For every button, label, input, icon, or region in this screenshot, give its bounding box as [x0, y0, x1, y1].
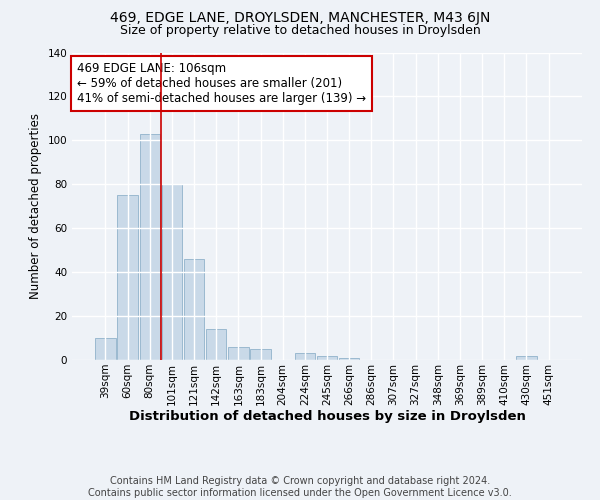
Bar — [250, 349, 271, 360]
X-axis label: Distribution of detached houses by size in Droylsden: Distribution of detached houses by size … — [128, 410, 526, 424]
Bar — [206, 329, 226, 360]
Bar — [339, 358, 359, 360]
Bar — [161, 184, 182, 360]
Bar — [118, 196, 138, 360]
Text: Contains HM Land Registry data © Crown copyright and database right 2024.
Contai: Contains HM Land Registry data © Crown c… — [88, 476, 512, 498]
Text: Size of property relative to detached houses in Droylsden: Size of property relative to detached ho… — [119, 24, 481, 37]
Bar — [516, 356, 536, 360]
Text: 469, EDGE LANE, DROYLSDEN, MANCHESTER, M43 6JN: 469, EDGE LANE, DROYLSDEN, MANCHESTER, M… — [110, 11, 490, 25]
Text: 469 EDGE LANE: 106sqm
← 59% of detached houses are smaller (201)
41% of semi-det: 469 EDGE LANE: 106sqm ← 59% of detached … — [77, 62, 366, 104]
Bar — [295, 354, 315, 360]
Y-axis label: Number of detached properties: Number of detached properties — [29, 114, 42, 299]
Bar — [184, 259, 204, 360]
Bar — [140, 134, 160, 360]
Bar — [95, 338, 116, 360]
Bar — [228, 347, 248, 360]
Bar — [317, 356, 337, 360]
